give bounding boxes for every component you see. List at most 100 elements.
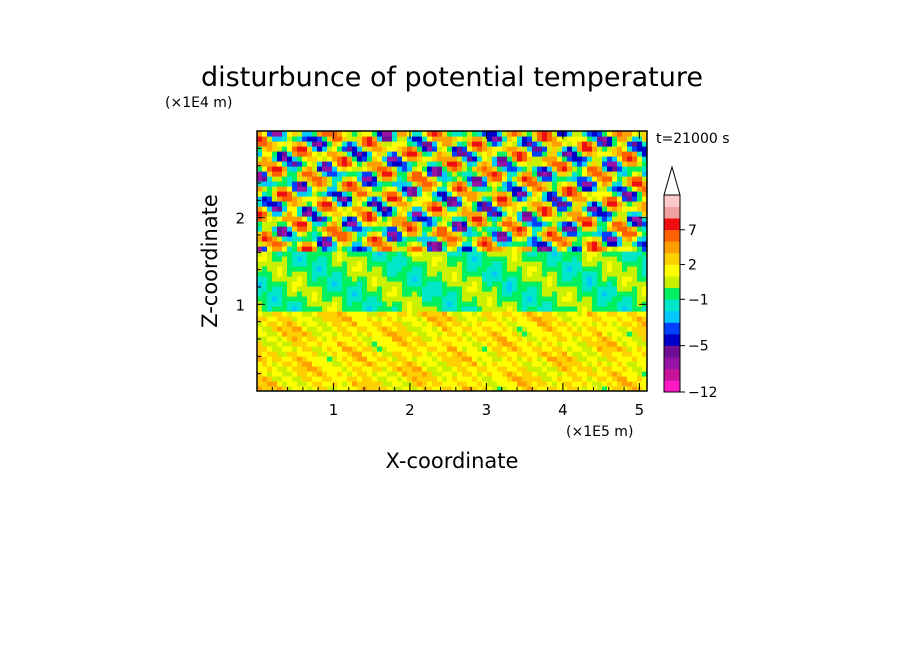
heatmap-cell <box>457 191 463 197</box>
heatmap-cell <box>277 336 283 342</box>
heatmap-cell <box>442 131 448 137</box>
heatmap-cell <box>262 141 268 147</box>
heatmap-cell <box>307 331 313 337</box>
heatmap-cell <box>557 196 563 202</box>
heatmap-cell <box>392 316 398 322</box>
heatmap-cell <box>637 156 643 162</box>
heatmap-cell <box>377 131 383 137</box>
heatmap-cell <box>517 186 523 192</box>
heatmap-cell <box>587 346 593 352</box>
heatmap-cell <box>492 356 498 362</box>
heatmap-cell <box>642 261 647 267</box>
heatmap-cell <box>522 191 528 197</box>
heatmap-cell <box>632 271 638 277</box>
colorbar-tick-label: −12 <box>688 385 718 401</box>
heatmap-cell <box>447 186 453 192</box>
heatmap-cell <box>552 321 558 327</box>
heatmap-cell <box>567 176 573 182</box>
heatmap-cell <box>472 131 478 137</box>
heatmap-cell <box>612 216 618 222</box>
heatmap-cell <box>377 381 383 387</box>
heatmap-cell <box>482 136 488 142</box>
heatmap-cell <box>347 196 353 202</box>
heatmap-cell <box>397 286 403 292</box>
heatmap-cell <box>307 271 313 277</box>
heatmap-cell <box>462 356 468 362</box>
heatmap-cell <box>377 156 383 162</box>
heatmap-cell <box>412 176 418 182</box>
heatmap-cell <box>422 356 428 362</box>
heatmap-cell <box>627 326 633 332</box>
heatmap-cell <box>437 216 443 222</box>
heatmap-cell <box>577 256 583 262</box>
heatmap-cell <box>342 236 348 242</box>
heatmap-cell <box>487 176 493 182</box>
heatmap-cell <box>427 341 433 347</box>
heatmap-cell <box>412 241 418 247</box>
heatmap-cell <box>277 316 283 322</box>
heatmap-cell <box>457 171 463 177</box>
heatmap-cell <box>602 161 608 167</box>
heatmap-cell <box>447 386 453 391</box>
heatmap-cell <box>527 171 533 177</box>
heatmap-cell <box>542 221 548 227</box>
heatmap-cell <box>642 366 647 372</box>
heatmap-cell <box>557 341 563 347</box>
heatmap-cell <box>497 271 503 277</box>
heatmap-cell <box>512 231 518 237</box>
heatmap-cell <box>507 301 513 307</box>
colorbar-segment <box>664 241 680 254</box>
heatmap-cell <box>272 286 278 292</box>
heatmap-cell <box>292 166 298 172</box>
heatmap-cell <box>532 286 538 292</box>
heatmap-cell <box>557 331 563 337</box>
heatmap-cell <box>637 166 643 172</box>
heatmap-cell <box>622 346 628 352</box>
heatmap-cell <box>532 356 538 362</box>
heatmap-cell <box>457 306 463 312</box>
heatmap-cell <box>622 366 628 372</box>
heatmap-cell <box>327 241 333 247</box>
heatmap-cell <box>492 376 498 382</box>
heatmap-cell <box>367 316 373 322</box>
heatmap-cell <box>287 206 293 212</box>
heatmap-cell <box>512 331 518 337</box>
heatmap-cell <box>442 331 448 337</box>
heatmap-cell <box>627 286 633 292</box>
heatmap-cell <box>587 216 593 222</box>
heatmap-cell <box>322 146 328 152</box>
heatmap-cell <box>357 196 363 202</box>
heatmap-cell <box>347 321 353 327</box>
heatmap-cell <box>262 366 268 372</box>
heatmap-cell <box>332 186 338 192</box>
heatmap-cell <box>422 131 428 137</box>
heatmap-cell <box>377 146 383 152</box>
heatmap-cell <box>602 371 608 377</box>
heatmap-cell <box>632 226 638 232</box>
heatmap-cell <box>622 166 628 172</box>
heatmap-cell <box>437 256 443 262</box>
heatmap-cell <box>512 251 518 257</box>
heatmap-cell <box>292 176 298 182</box>
heatmap-cell <box>337 131 343 137</box>
heatmap-cell <box>437 221 443 227</box>
heatmap-cell <box>272 206 278 212</box>
heatmap-cell <box>467 321 473 327</box>
heatmap-cell <box>282 191 288 197</box>
heatmap-cell <box>537 271 543 277</box>
heatmap-cell <box>262 156 268 162</box>
heatmap-cell <box>467 336 473 342</box>
heatmap-cell <box>552 331 558 337</box>
heatmap-cell <box>487 136 493 142</box>
heatmap-cell <box>287 201 293 207</box>
heatmap-cell <box>442 351 448 357</box>
heatmap-cell <box>332 316 338 322</box>
heatmap-cell <box>552 271 558 277</box>
heatmap-cell <box>617 336 623 342</box>
heatmap-cell <box>537 226 543 232</box>
heatmap-cell <box>412 266 418 272</box>
heatmap-cell <box>267 131 273 137</box>
heatmap-cell <box>322 176 328 182</box>
heatmap-cell <box>487 261 493 267</box>
heatmap-cell <box>322 136 328 142</box>
